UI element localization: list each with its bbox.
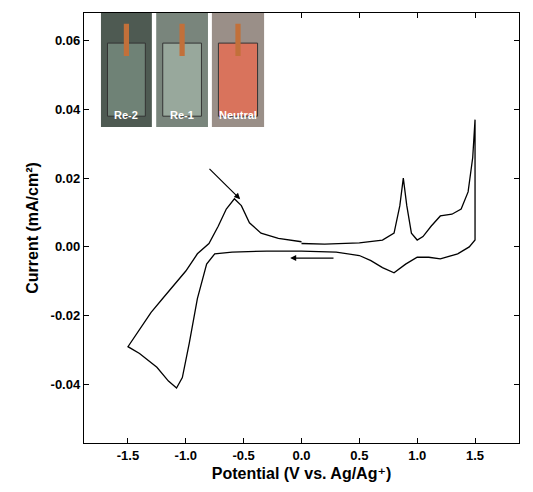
svg-text:-0.5: -0.5 xyxy=(232,448,254,463)
svg-text:0.02: 0.02 xyxy=(55,171,80,186)
svg-text:Re-2: Re-2 xyxy=(114,109,138,121)
svg-text:0.04: 0.04 xyxy=(55,102,81,117)
svg-text:-0.02: -0.02 xyxy=(51,308,81,323)
svg-text:1.5: 1.5 xyxy=(466,448,484,463)
svg-text:0.5: 0.5 xyxy=(350,448,368,463)
svg-text:Current (mA/cm²): Current (mA/cm²) xyxy=(24,162,41,294)
svg-text:0.0: 0.0 xyxy=(292,448,310,463)
svg-text:Potential (V vs. Ag/Ag⁺): Potential (V vs. Ag/Ag⁺) xyxy=(212,465,391,482)
svg-text:-1.5: -1.5 xyxy=(117,448,139,463)
svg-text:Neutral: Neutral xyxy=(219,109,257,121)
svg-text:Re-1: Re-1 xyxy=(170,109,194,121)
svg-text:-1.0: -1.0 xyxy=(175,448,197,463)
svg-text:-0.04: -0.04 xyxy=(51,377,81,392)
svg-text:0.06: 0.06 xyxy=(55,33,80,48)
svg-text:0.00: 0.00 xyxy=(55,239,80,254)
svg-text:1.0: 1.0 xyxy=(408,448,426,463)
